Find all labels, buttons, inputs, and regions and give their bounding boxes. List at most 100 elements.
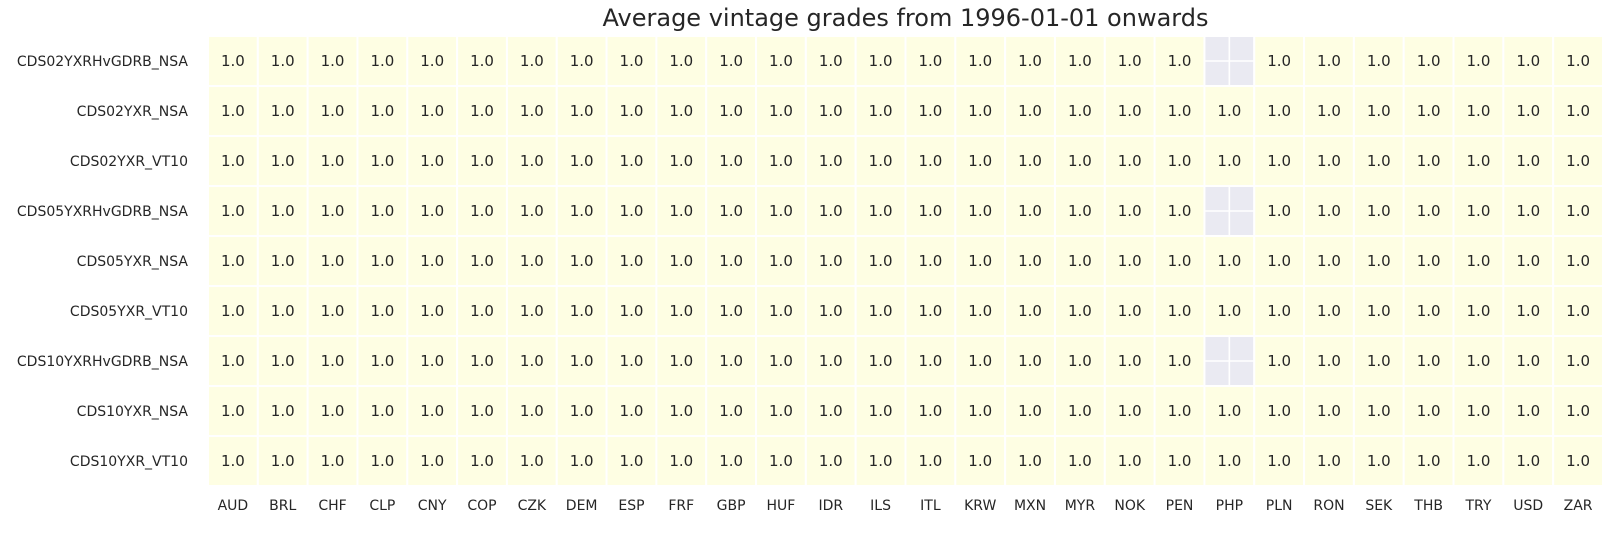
column-tick-label: GBP	[717, 498, 746, 514]
heatmap-cell	[207, 35, 259, 87]
column-tick-label: PEN	[1166, 498, 1194, 514]
row-tick-label: CDS02YXR_NSA	[77, 104, 189, 120]
heatmap-cell-label: 1.0	[221, 102, 245, 120]
heatmap-cell	[1502, 85, 1555, 137]
heatmap-cell-label: 1.0	[719, 252, 743, 270]
heatmap-cell-label: 1.0	[1168, 452, 1192, 470]
heatmap-cell-label: 1.0	[1118, 302, 1142, 320]
heatmap-cell-label: 1.0	[819, 352, 843, 370]
heatmap-cell-label: 1.0	[669, 452, 693, 470]
heatmap-cell	[1203, 135, 1256, 187]
row-tick-label: CDS10YXR_VT10	[70, 454, 188, 470]
heatmap-cell-label: 1.0	[321, 202, 345, 220]
heatmap-cell-label: 1.0	[1317, 252, 1341, 270]
heatmap-cell-label: 1.0	[1516, 252, 1540, 270]
heatmap-cell-label: 1.0	[1367, 302, 1391, 320]
heatmap-cells	[207, 35, 1605, 487]
heatmap-cell	[904, 135, 957, 187]
heatmap-cell	[954, 435, 1007, 487]
heatmap-cell-label: 1.0	[520, 102, 544, 120]
heatmap-cell	[1203, 85, 1256, 137]
heatmap-cell-label: 1.0	[719, 52, 743, 70]
heatmap-cell	[954, 135, 1007, 187]
heatmap-cell-label: 1.0	[271, 152, 295, 170]
heatmap-cell	[1303, 285, 1355, 337]
heatmap-cell	[1452, 35, 1505, 87]
column-tick-label: PHP	[1216, 498, 1243, 514]
heatmap-cell	[1103, 335, 1156, 387]
heatmap-cell	[456, 185, 508, 237]
column-tick-label: IDR	[818, 498, 843, 514]
heatmap-cell-label: 1.0	[620, 402, 644, 420]
heatmap-cell	[1552, 35, 1605, 87]
heatmap-cell-label: 1.0	[370, 402, 394, 420]
heatmap-cell-label: 1.0	[221, 202, 245, 220]
heatmap-cell-label: 1.0	[1566, 102, 1590, 120]
column-tick-label: CHF	[318, 498, 346, 514]
heatmap-cell-label: 1.0	[570, 302, 594, 320]
heatmap-cell	[854, 435, 907, 487]
heatmap-cell	[1352, 135, 1405, 187]
heatmap-cell	[705, 185, 758, 237]
row-tick-label: CDS05YXR_NSA	[77, 254, 189, 270]
heatmap-cell-label: 1.0	[1566, 452, 1590, 470]
heatmap-cell	[1253, 285, 1306, 337]
heatmap-cell-label: 1.0	[1068, 202, 1092, 220]
heatmap-cell-label: 1.0	[968, 152, 992, 170]
heatmap-cell-label: 1.0	[819, 102, 843, 120]
heatmap-cell-label: 1.0	[1317, 452, 1341, 470]
heatmap-cell-label: 1.0	[1018, 302, 1042, 320]
heatmap-cell-label: 1.0	[1168, 152, 1192, 170]
heatmap-cell-label: 1.0	[221, 352, 245, 370]
row-tick-label: CDS10YXR_NSA	[77, 404, 189, 420]
heatmap-cell	[1303, 235, 1355, 287]
heatmap-cell	[1253, 85, 1306, 137]
heatmap-cell-label: 1.0	[1367, 252, 1391, 270]
heatmap-cell	[904, 435, 957, 487]
heatmap-cell	[1552, 435, 1605, 487]
heatmap-cell-label: 1.0	[1467, 402, 1491, 420]
heatmap-cell-label: 1.0	[819, 252, 843, 270]
heatmap-cell-label: 1.0	[968, 452, 992, 470]
heatmap-cell-label: 1.0	[370, 252, 394, 270]
heatmap-cell	[605, 285, 658, 337]
heatmap-cell-label: 1.0	[470, 402, 494, 420]
heatmap-cell	[456, 435, 508, 487]
heatmap-cell-label: 1.0	[669, 302, 693, 320]
heatmap-cell-label: 1.0	[520, 352, 544, 370]
row-tick-label: CDS10YXRHvGDRB_NSA	[17, 354, 189, 370]
heatmap-cell-label: 1.0	[769, 52, 793, 70]
heatmap-cell-label: 1.0	[1417, 452, 1441, 470]
heatmap-cell-label: 1.0	[1168, 252, 1192, 270]
heatmap-cell-label: 1.0	[321, 102, 345, 120]
heatmap-cell-label: 1.0	[719, 352, 743, 370]
heatmap-cell-label: 1.0	[1467, 102, 1491, 120]
heatmap-cell	[456, 285, 508, 337]
heatmap-cell	[456, 235, 508, 287]
heatmap-cell-label: 1.0	[918, 302, 942, 320]
heatmap-cell	[1253, 435, 1306, 487]
heatmap-cell	[804, 35, 857, 87]
row-tick-label: CDS05YXR_VT10	[70, 304, 188, 320]
heatmap-cell	[306, 235, 359, 287]
heatmap-cell-label: 1.0	[470, 252, 494, 270]
heatmap-cell-label: 1.0	[321, 302, 345, 320]
heatmap-cell-label: 1.0	[271, 302, 295, 320]
heatmap-cell-label: 1.0	[370, 452, 394, 470]
heatmap-cell-label: 1.0	[221, 402, 245, 420]
column-tick-label: MXN	[1014, 498, 1046, 514]
heatmap-cell	[1203, 235, 1256, 287]
heatmap-cell	[406, 185, 459, 237]
heatmap-cell-label: 1.0	[570, 102, 594, 120]
heatmap-cell	[1103, 185, 1156, 237]
heatmap-cell-label: 1.0	[271, 102, 295, 120]
heatmap-cell	[605, 135, 658, 187]
heatmap-cell-label: 1.0	[1467, 202, 1491, 220]
heatmap-cell-label: 1.0	[819, 202, 843, 220]
heatmap-cell-label: 1.0	[669, 152, 693, 170]
heatmap-cell	[904, 385, 957, 437]
heatmap-cell-label: 1.0	[1367, 102, 1391, 120]
heatmap-cell-label: 1.0	[1367, 352, 1391, 370]
heatmap-cell-label: 1.0	[1018, 402, 1042, 420]
